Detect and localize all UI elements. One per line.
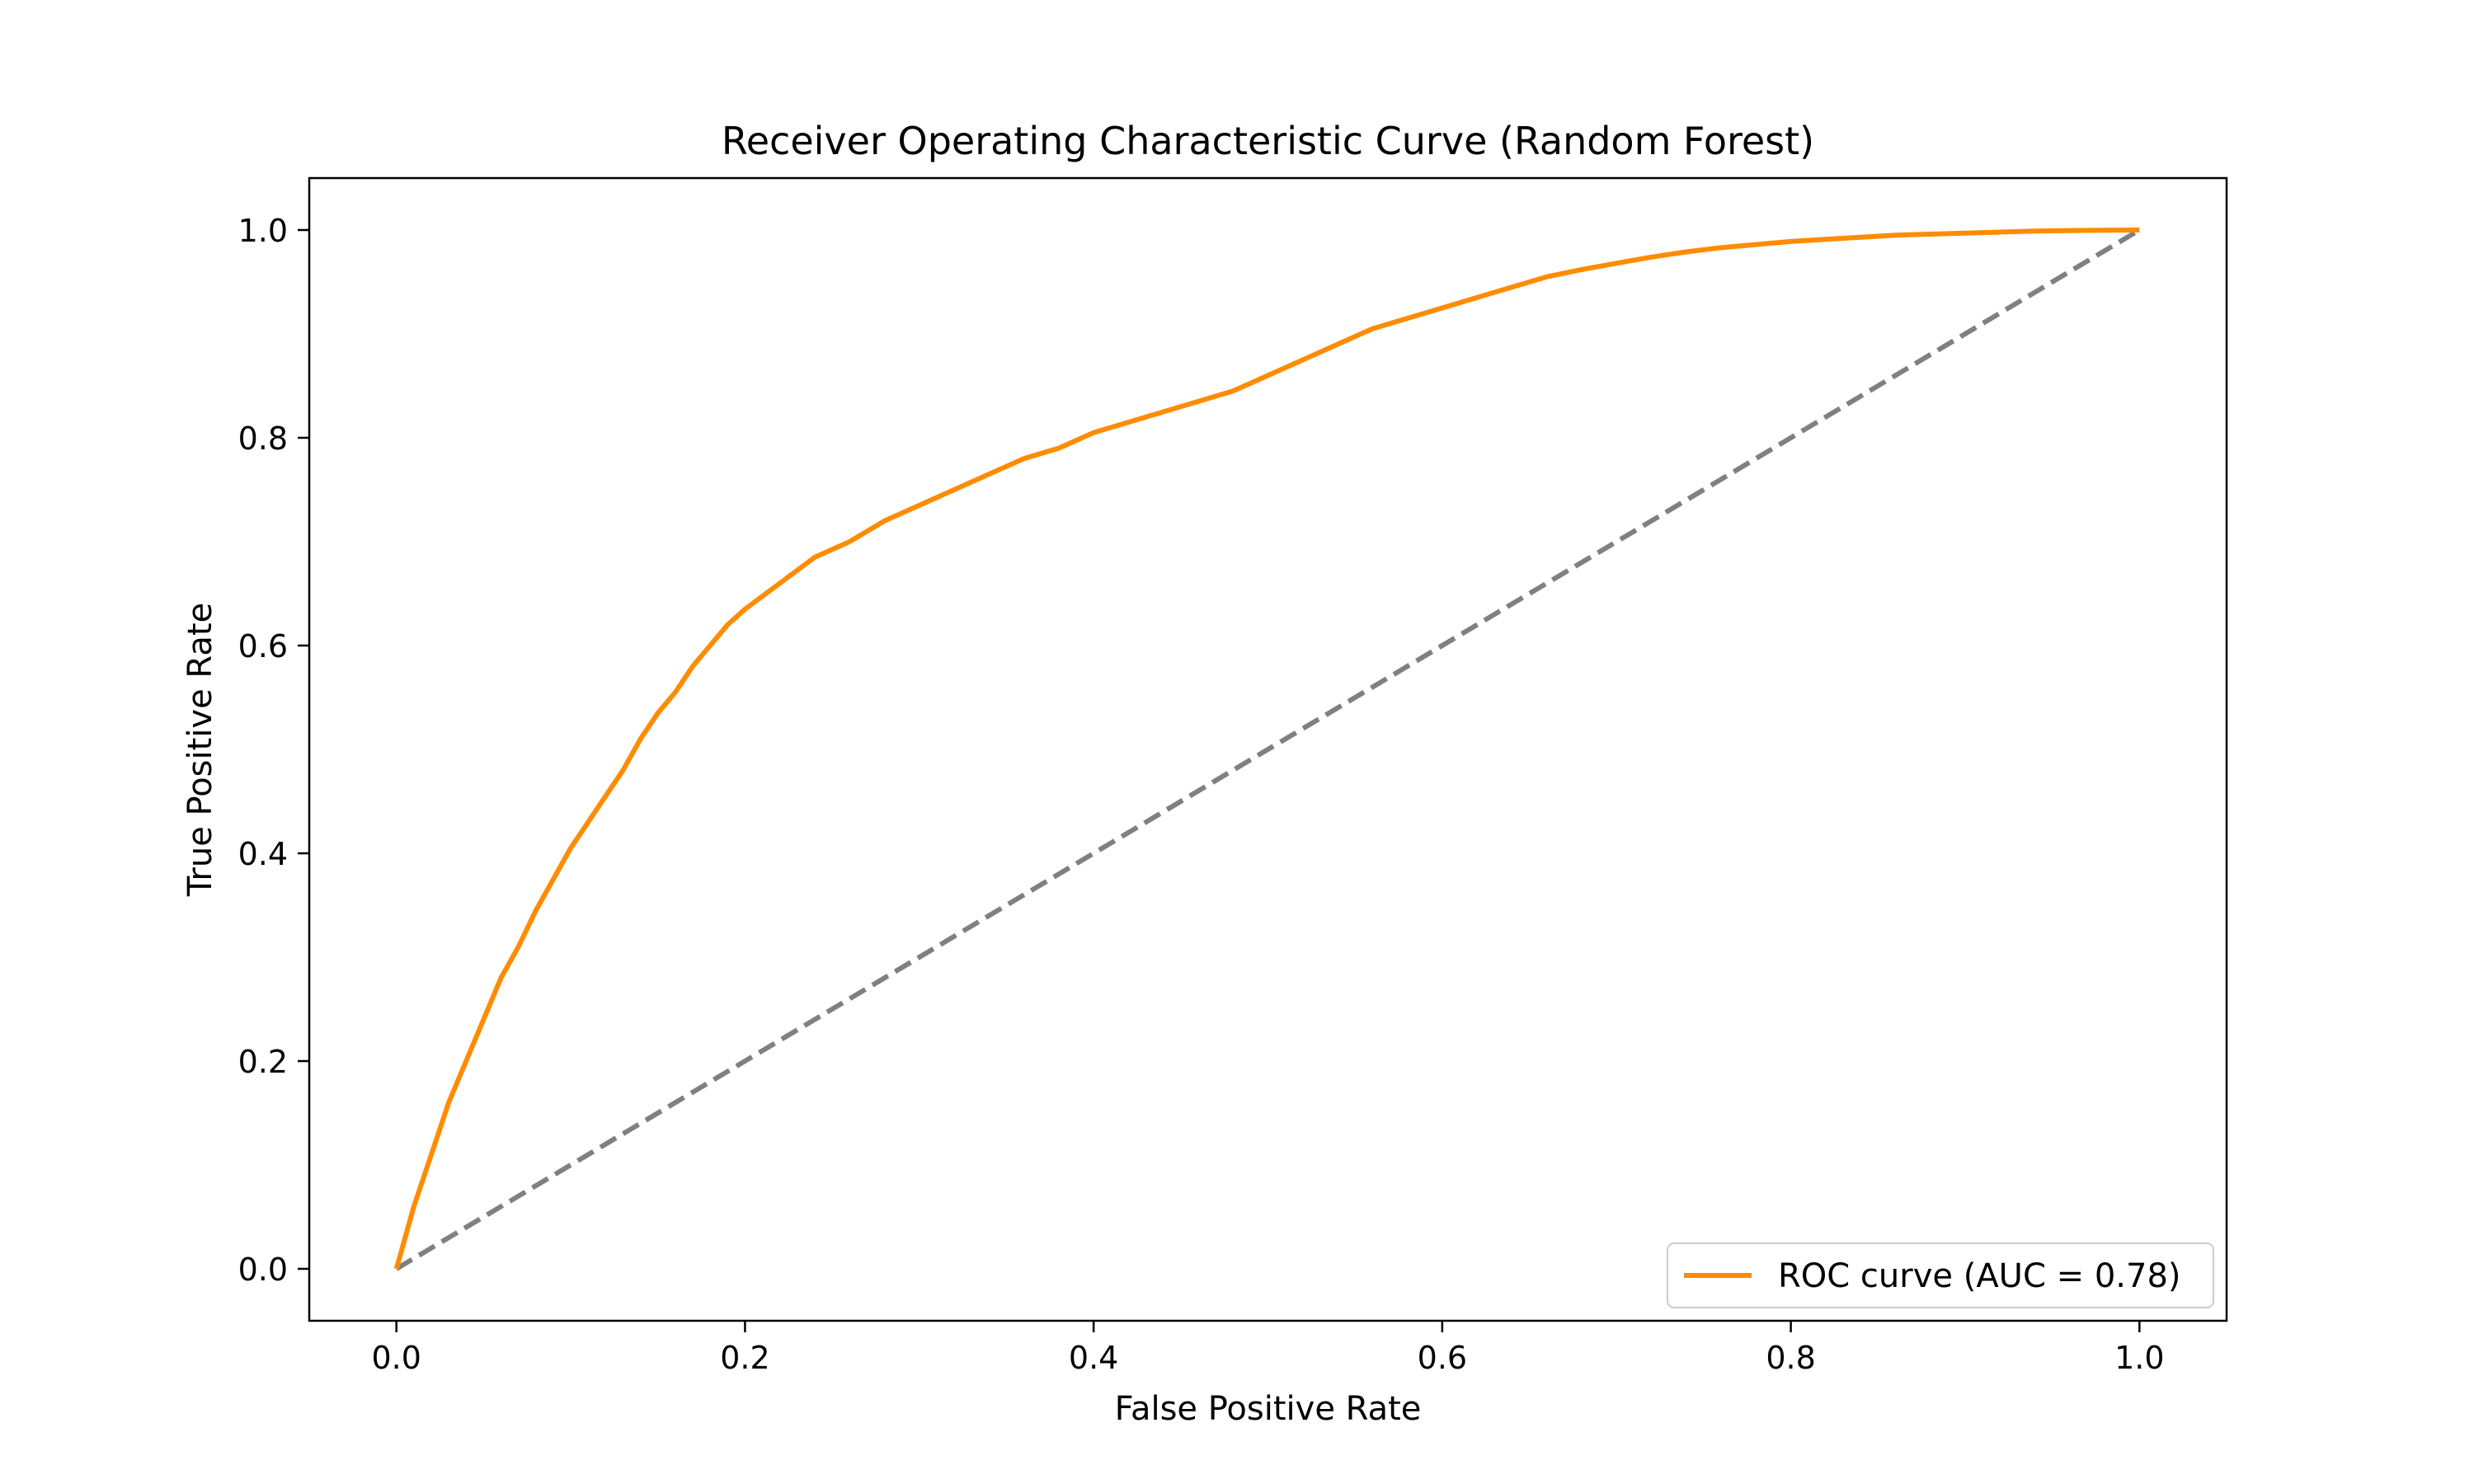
chart-title: Receiver Operating Characteristic Curve … — [722, 119, 1814, 163]
x-tick-label: 0.2 — [720, 1340, 769, 1376]
legend: ROC curve (AUC = 0.78) — [1667, 1242, 2214, 1308]
y-axis-label: True Positive Rate — [181, 603, 219, 897]
y-tick-label: 0.6 — [238, 628, 288, 665]
diagonal-reference-line — [395, 228, 2141, 1271]
ticks: 0.0 0.2 0.4 0.6 0.8 1.0 0.0 0.2 0.4 0.6 0.8 1.0 — [238, 213, 2165, 1376]
x-axis-label: False Positive Rate — [1115, 1390, 1422, 1428]
y-tick-label: 0.2 — [238, 1044, 288, 1080]
x-tick-label: 0.6 — [1418, 1340, 1467, 1376]
legend-box — [1667, 1242, 2214, 1308]
y-tick-label: 0.4 — [238, 836, 288, 872]
legend-label-roc: ROC curve (AUC = 0.78) — [1778, 1257, 2181, 1295]
axes-frame — [308, 176, 2228, 1322]
x-tick-label: 1.0 — [2114, 1340, 2164, 1376]
y-tick-label: 0.8 — [238, 420, 288, 457]
plot-area — [393, 228, 2141, 1271]
roc-curve-line — [393, 228, 2140, 1270]
x-tick-label: 0.0 — [371, 1340, 421, 1376]
y-tick-label: 0.0 — [238, 1252, 288, 1288]
x-tick-label: 0.8 — [1766, 1340, 1815, 1376]
y-tick-label: 1.0 — [238, 213, 288, 249]
x-tick-label: 0.4 — [1069, 1340, 1118, 1376]
